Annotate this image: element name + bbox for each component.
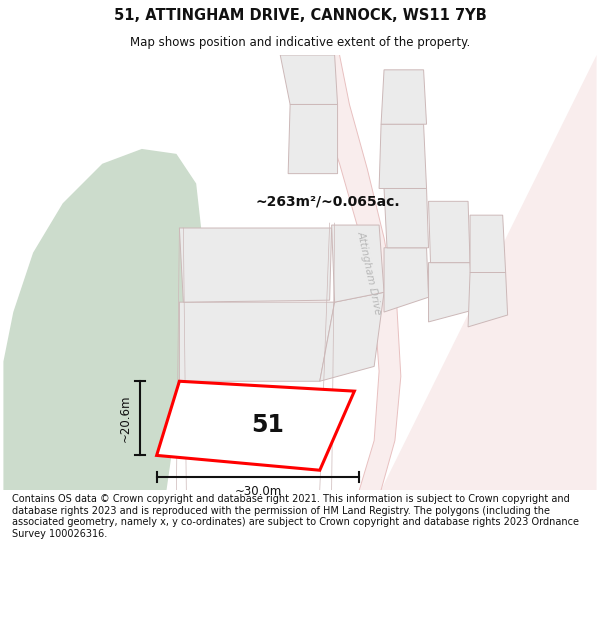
Text: 51, ATTINGHAM DRIVE, CANNOCK, WS11 7YB: 51, ATTINGHAM DRIVE, CANNOCK, WS11 7YB bbox=[113, 8, 487, 23]
Polygon shape bbox=[381, 70, 427, 124]
Polygon shape bbox=[384, 189, 428, 248]
Polygon shape bbox=[179, 228, 332, 302]
Polygon shape bbox=[179, 302, 335, 381]
Text: ~263m²/~0.065ac.: ~263m²/~0.065ac. bbox=[256, 194, 400, 208]
Text: Contains OS data © Crown copyright and database right 2021. This information is : Contains OS data © Crown copyright and d… bbox=[12, 494, 579, 539]
Text: Map shows position and indicative extent of the property.: Map shows position and indicative extent… bbox=[130, 36, 470, 49]
Polygon shape bbox=[288, 104, 338, 174]
Polygon shape bbox=[468, 272, 508, 327]
Text: Attingham Drive: Attingham Drive bbox=[355, 229, 383, 316]
Polygon shape bbox=[384, 248, 428, 312]
Polygon shape bbox=[428, 201, 470, 262]
Polygon shape bbox=[428, 262, 473, 322]
Polygon shape bbox=[280, 55, 338, 104]
Polygon shape bbox=[379, 124, 427, 189]
Polygon shape bbox=[157, 381, 355, 470]
Text: ~20.6m: ~20.6m bbox=[119, 394, 132, 442]
Polygon shape bbox=[320, 292, 384, 381]
Text: ~30.0m: ~30.0m bbox=[235, 485, 281, 498]
Polygon shape bbox=[4, 149, 201, 490]
Polygon shape bbox=[310, 55, 596, 490]
Text: 51: 51 bbox=[251, 412, 284, 436]
Polygon shape bbox=[470, 215, 506, 272]
Polygon shape bbox=[332, 225, 384, 302]
